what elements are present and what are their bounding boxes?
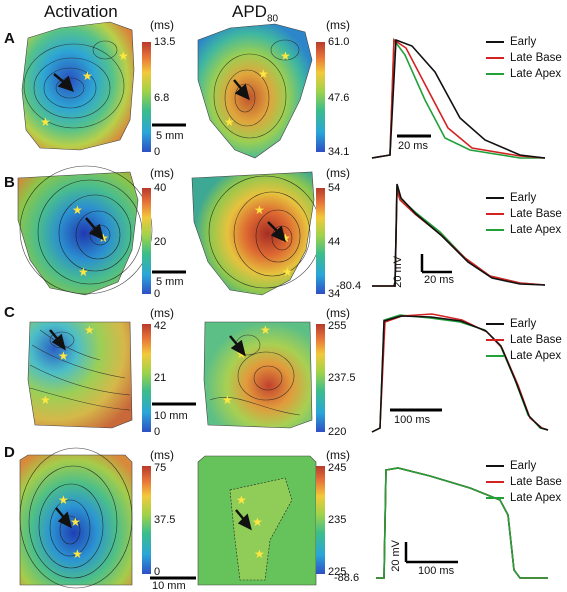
apd-tick-c-min: 220 [328,426,347,438]
legend-a: Early Late Base Late Apex [486,36,562,84]
panel-label-b: B [4,174,15,191]
svg-text:★: ★ [118,49,129,63]
arrows [49,73,286,531]
apd-map-a [197,23,313,159]
trace-scale-c: 100 ms [394,414,431,426]
legend-c: Early Late Base Late Apex [486,318,562,366]
act-scale-b: 5 mm [156,276,184,288]
traces-a [371,37,546,159]
svg-text:★: ★ [58,349,69,363]
legend-d: Early Late Base Late Apex [486,460,562,508]
trace-min-b: -80.4 [336,280,362,292]
act-tick-a-min: 0 [154,146,161,158]
activation-map-d [19,454,133,586]
trace-v-d-label: 20 mV [390,540,402,572]
act-unit-b: (ms) [150,166,174,180]
act-tick-a-mid: 6.8 [154,92,170,104]
traces-b [372,183,546,287]
svg-text:★: ★ [78,265,89,279]
activation-map-a [21,21,135,151]
apd-colorbar-b [316,188,325,294]
act-tick-b-min: 0 [154,288,161,300]
panel-label-c: C [4,304,15,321]
activation-colorbar-b [142,188,151,294]
traces-d [376,467,548,579]
apd-header: APD80 [232,2,279,25]
svg-text:★: ★ [236,493,247,507]
apd-tick-d-max: 245 [328,462,347,474]
apd-tick-b-mid: 44 [328,236,341,248]
act-unit-c: (ms) [150,306,174,320]
trace-scale-a: 20 ms [398,140,428,152]
apd-unit-b: (ms) [326,166,350,180]
svg-text:★: ★ [40,115,51,129]
svg-text:★: ★ [40,393,51,407]
activation-header: Activation [44,2,118,21]
apd-colorbar-d [316,466,325,574]
svg-text:★: ★ [282,265,293,279]
svg-text:★: ★ [58,493,69,507]
trace-v-b-label: 20 mV [392,256,404,288]
act-tick-d-mid: 37.5 [154,514,176,526]
trace-t-d: 100 ms [418,565,455,577]
act-tick-b-max: 40 [154,182,167,194]
activation-colorbar-a [142,42,151,152]
act-tick-a-max: 13.5 [154,36,176,48]
svg-text:★: ★ [224,115,235,129]
apd-tick-d-mid: 235 [328,514,347,526]
apd-map-b [191,171,315,296]
activation-colorbar-c [142,324,151,432]
apd-unit-d: (ms) [326,448,350,462]
act-tick-c-mid: 21 [154,372,167,384]
svg-text:★: ★ [254,547,265,561]
svg-text:★: ★ [280,231,291,245]
svg-text:★: ★ [280,49,291,63]
svg-text:★: ★ [70,515,81,529]
apd-tick-b-max: 54 [328,182,341,194]
legend-b: Early Late Base Late Apex [486,192,562,240]
apd-colorbar-a [316,42,325,152]
activation-colorbar-d [142,466,151,574]
apd-tick-a-max: 61.0 [328,36,350,48]
panel-label-d: D [4,444,15,461]
apd-colorbar-c [316,324,325,432]
svg-text:★: ★ [82,69,93,83]
svg-text:★: ★ [98,231,109,245]
act-unit-d: (ms) [150,448,174,462]
act-tick-c-min: 0 [154,426,161,438]
svg-text:★: ★ [260,323,271,337]
svg-text:★: ★ [84,323,95,337]
trace-min-d: -88.6 [334,572,360,584]
traces-c [371,313,549,433]
act-tick-c-max: 42 [154,320,167,332]
apd-map-c [203,321,313,429]
svg-text:★: ★ [72,547,83,561]
trace-t-b: 20 ms [424,274,454,286]
act-unit-a: (ms) [150,18,174,32]
svg-text:★: ★ [252,515,263,529]
star-markers: ★★★ ★★★ ★★★ ★★★ ★★★ ★★★ ★★★ ★★★ [40,49,293,561]
apd-tick-b-min: 34 [328,288,341,300]
apd-tick-a-mid: 47.6 [328,92,350,104]
act-scale-a: 5 mm [156,130,184,142]
act-tick-d-max: 75 [154,462,167,474]
act-scale-c: 10 mm [154,410,188,422]
svg-text:★: ★ [222,393,233,407]
apd-tick-d-min: 225 [328,566,347,578]
apd-tick-a-min: 34.1 [328,146,350,158]
apd-tick-c-mid: 237.5 [328,372,356,384]
svg-text:★: ★ [72,203,83,217]
apd-unit-c: (ms) [326,306,350,320]
act-tick-d-min: 0 [154,566,161,578]
apd-unit-a: (ms) [326,18,350,32]
act-tick-b-mid: 20 [154,236,167,248]
svg-text:★: ★ [236,347,247,361]
activation-map-c [27,321,133,429]
apd-tick-c-max: 255 [328,320,347,332]
act-scale-d: 10 mm [152,580,186,592]
svg-text:★: ★ [258,67,269,81]
panel-label-a: A [4,30,15,47]
svg-text:★: ★ [254,203,265,217]
